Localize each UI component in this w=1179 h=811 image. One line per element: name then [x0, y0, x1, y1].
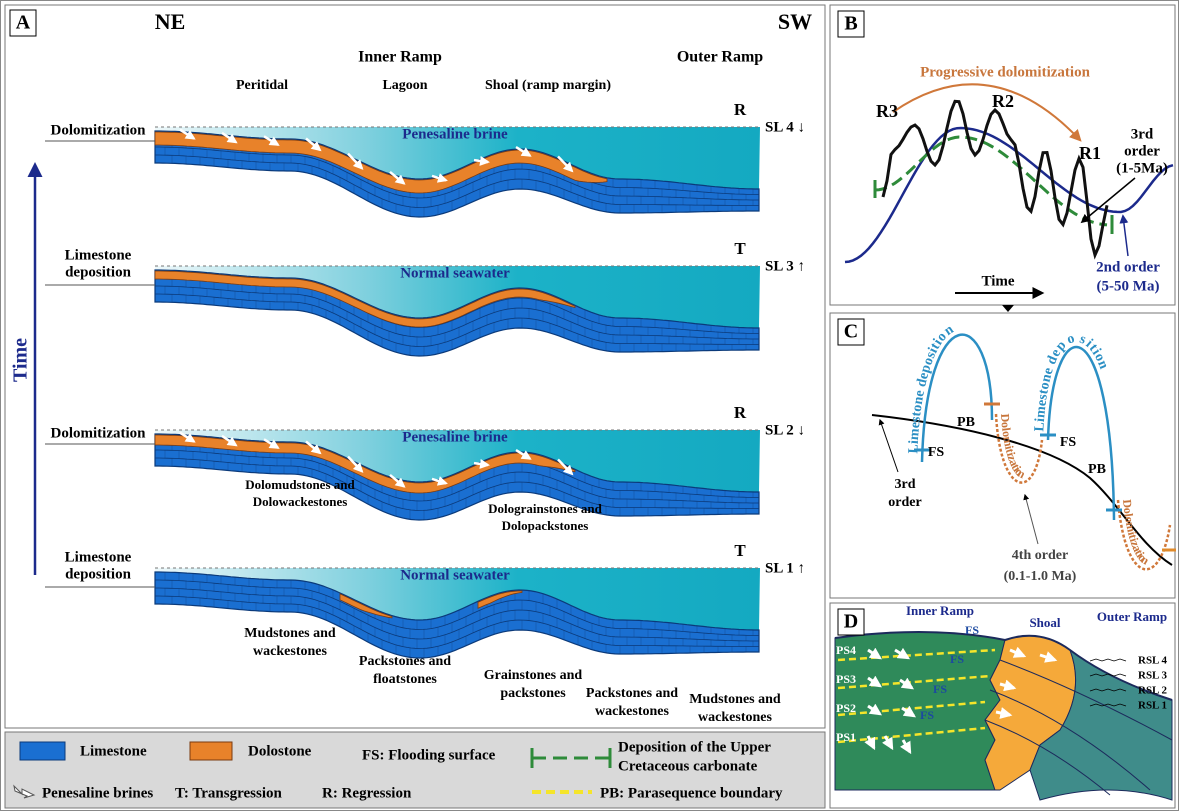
facies-label: Dolomudstones and [245, 477, 355, 492]
zone-label: Peritidal [236, 78, 288, 93]
process-label: deposition [65, 264, 132, 280]
order-label: 3rd [895, 477, 916, 492]
order-label: order [888, 495, 921, 510]
facies-label: Dolopackstones [502, 518, 589, 533]
fs-label: FS [920, 708, 934, 722]
panel-label: B [844, 13, 857, 35]
legend-label: Dolostone [248, 743, 312, 759]
order-label: 3rd [1131, 126, 1154, 142]
legend-label: Limestone [80, 743, 147, 759]
legend-label: Cretaceous carbonate [618, 758, 758, 774]
zone-label: Shoal [1029, 615, 1060, 630]
fs-label: FS [950, 652, 964, 666]
rsl-label: RSL 1 [1138, 700, 1167, 712]
ps-label: PS2 [836, 701, 856, 715]
legend-swatch [20, 742, 65, 760]
phase-label: T [734, 239, 746, 258]
ps-label: PS1 [836, 730, 856, 744]
rsl-label: RSL 3 [1138, 670, 1168, 682]
figure: A NE SW Inner Ramp Outer Ramp Peritidal … [0, 0, 1179, 811]
legend-label: FS: Flooding surface [362, 747, 496, 763]
order-label: order [1124, 143, 1160, 159]
legend-label: R: Regression [322, 785, 412, 801]
time-label: Time [10, 338, 32, 382]
facies-label: packstones [500, 686, 566, 701]
process-label: Limestone [65, 247, 132, 263]
facies-label: Mudstones and [244, 626, 336, 641]
boundary-label: PB [1088, 462, 1106, 477]
sea-level-label: SL 1 ↑ [765, 560, 805, 576]
rsl-label: RSL 2 [1138, 685, 1168, 697]
ps-label: PS4 [836, 643, 856, 657]
legend-swatch [190, 742, 232, 760]
arrow-label: Progressive dolomitization [920, 64, 1090, 80]
zone-label: Shoal (ramp margin) [485, 78, 611, 93]
direction: NE [155, 9, 186, 34]
direction: SW [778, 9, 812, 34]
zone-label: Lagoon [382, 78, 427, 93]
legend-label: PB: Parasequence boundary [600, 785, 783, 801]
order-label: 4th order [1012, 548, 1068, 563]
facies-label: Dolowackestones [253, 494, 348, 509]
boundary-label: FS [928, 445, 945, 460]
sea-level-label: SL 2 ↓ [765, 422, 805, 438]
process-label: Dolomitization [51, 425, 147, 441]
panel-label: C [844, 321, 858, 343]
panel-label: D [844, 611, 858, 633]
zone-label: Inner Ramp [358, 49, 442, 66]
cycle-label: R1 [1079, 143, 1101, 163]
process-label: Limestone [65, 549, 132, 565]
facies-label: Packstones and [359, 654, 451, 669]
process-label: Dolomitization [51, 122, 147, 138]
order-label: (0.1-1.0 Ma) [1004, 569, 1077, 584]
facies-label: wackestones [595, 704, 669, 719]
zone-label: Outer Ramp [677, 49, 763, 66]
cycle-label: R3 [876, 101, 898, 121]
cycle-label: R2 [992, 91, 1014, 111]
legend-label: Penesaline brines [42, 785, 153, 801]
boundary-label: FS [1060, 435, 1077, 450]
facies-label: Packstones and [586, 686, 678, 701]
panel-label: A [16, 12, 31, 34]
phase-label: R [734, 100, 747, 119]
boundary-label: PB [957, 415, 975, 430]
water-label: Normal seawater [400, 567, 510, 583]
facies-label: wackestones [253, 644, 327, 659]
zone-label: Outer Ramp [1097, 609, 1167, 624]
water-label: Normal seawater [400, 265, 510, 281]
zone-label: Inner Ramp [906, 603, 974, 618]
facies-label: Dolograinstones and [488, 501, 603, 516]
water-label: Penesaline brine [402, 429, 508, 445]
sea-level-label: SL 3 ↑ [765, 258, 805, 274]
page: {"panel_a":{"label":"A","left_direction"… [0, 0, 1179, 811]
facies-label: wackestones [698, 710, 772, 725]
axis-label: Time [981, 273, 1014, 289]
phase-label: R [734, 403, 747, 422]
facies-label: floatstones [373, 672, 437, 687]
ps-label: PS3 [836, 672, 856, 686]
order-label: (1-5Ma) [1116, 160, 1168, 176]
order-label: 2nd order [1096, 259, 1160, 275]
facies-label: Mudstones and [689, 692, 781, 707]
facies-label: Grainstones and [484, 668, 583, 683]
legend-label: T: Transgression [175, 785, 282, 801]
sea-level-label: SL 4 ↓ [765, 119, 805, 135]
water-label: Penesaline brine [402, 126, 508, 142]
phase-label: T [734, 541, 746, 560]
order-label: (5-50 Ma) [1097, 278, 1160, 294]
process-label: deposition [65, 566, 132, 582]
rsl-label: RSL 4 [1138, 655, 1168, 667]
legend-label: Deposition of the Upper [618, 739, 771, 755]
fs-label: FS [965, 623, 979, 637]
fs-label: FS [933, 682, 947, 696]
